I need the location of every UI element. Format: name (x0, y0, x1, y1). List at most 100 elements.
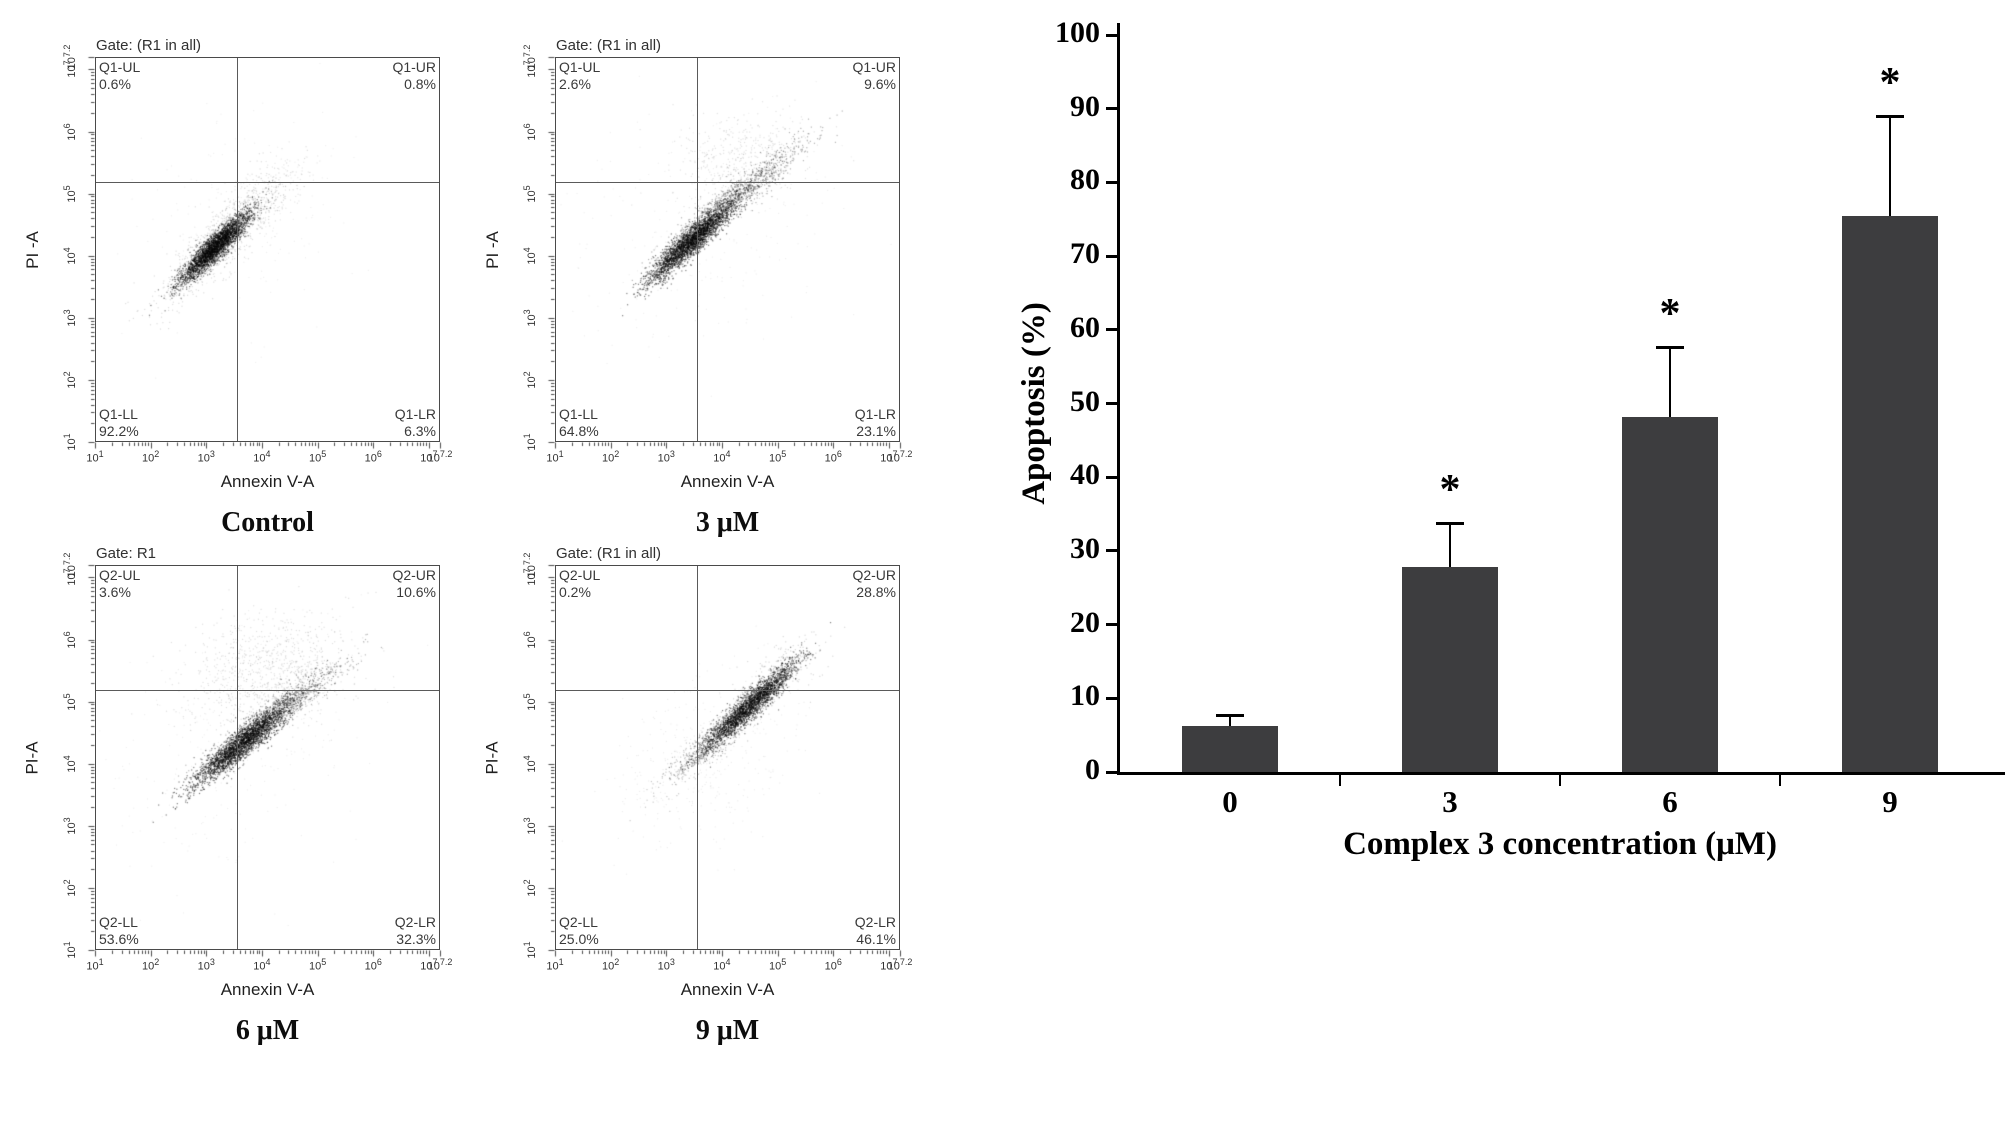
x-axis-tick-label: 107.2 (427, 957, 453, 973)
plot-title: 3 μM (695, 507, 760, 538)
y-axis-label-text: PI-A (23, 740, 42, 775)
y-axis-tick-label: 106 (62, 630, 78, 649)
error-bar-cap (1876, 115, 1904, 119)
quadrant-percentage: 0.6% (99, 76, 131, 92)
quadrant-percentage: 46.1% (856, 931, 896, 947)
y-axis-tick (1106, 328, 1120, 332)
quadrant-label-lr: Q1-LR 23.1% (855, 406, 896, 440)
plot-title: 6 μM (235, 1015, 300, 1046)
scatter-canvas (540, 56, 902, 458)
error-bar-line (1889, 116, 1891, 216)
x-axis-tick-label: 105 (768, 957, 787, 973)
plot-frame: Q1-UL 0.6% Q1-UR 0.8% Q1-LL 92.2% Q1-LR … (95, 57, 440, 442)
y-axis-label-text: PI-A (483, 740, 502, 775)
quadrant-percentage: 9.6% (864, 76, 896, 92)
y-axis-tick-label: 0 (1085, 753, 1100, 786)
x-axis-tick (1779, 775, 1781, 786)
quadrant-name: Q2-UR (852, 567, 896, 583)
gate-label: Gate: (R1 in all) (556, 545, 662, 562)
quadrant-percentage: 0.8% (404, 76, 436, 92)
x-axis-tick-label: 101 (546, 449, 564, 465)
scatter-canvas (80, 564, 442, 966)
x-axis-tick-label: 102 (602, 449, 620, 465)
x-axis-tick-label: 107.2 (427, 449, 453, 465)
quadrant-name: Q1-LR (854, 406, 896, 422)
y-axis-label: PI-A (482, 565, 504, 950)
y-axis-tick-label: 40 (1070, 458, 1100, 492)
y-axis-tick-label: 101 (62, 433, 78, 451)
x-axis-tick-label: 106 (824, 957, 842, 973)
significance-marker: * (1659, 290, 1681, 337)
plot-title: 9 μM (695, 1015, 760, 1046)
quadrant-gate-vertical-line (697, 566, 699, 949)
y-axis-tick-label: 102 (522, 371, 538, 389)
y-axis-tick-label: 103 (522, 309, 538, 327)
x-axis-tick-label: 106 (364, 449, 382, 465)
quadrant-percentage: 25.0% (559, 931, 599, 947)
error-bar-line (1669, 346, 1671, 417)
x-axis-tick-label: 105 (768, 449, 787, 465)
error-bar-line (1229, 714, 1231, 726)
error-bar-cap (1216, 713, 1244, 717)
x-category-label: 3 (1442, 784, 1458, 819)
quadrant-label-ur: Q2-UR 28.8% (852, 567, 896, 601)
x-axis-tick-label: 103 (657, 449, 675, 465)
quadrant-name: Q2-LL (559, 914, 598, 930)
quadrant-label-ll: Q1-LL 64.8% (559, 406, 599, 440)
y-axis-tick-label: 105 (522, 184, 538, 203)
quadrant-label-ur: Q2-UR 10.6% (392, 567, 436, 601)
quadrant-name: Q2-LL (99, 914, 138, 930)
plot-frame: Q2-UL 0.2% Q2-UR 28.8% Q2-LL 25.0% Q2-LR… (555, 565, 900, 950)
y-axis-tick (1106, 623, 1120, 627)
bar-x-axis-label: Complex 3 concentration (μM) (1343, 826, 1777, 862)
x-axis-tick-label: 104 (713, 957, 731, 973)
quadrant-label-ul: Q2-UL 3.6% (99, 567, 140, 601)
y-axis-tick-label: 80 (1070, 163, 1100, 197)
quadrant-percentage: 0.2% (559, 584, 591, 600)
y-axis-tick-label: 105 (62, 692, 78, 711)
y-axis-tick-label: 20 (1070, 605, 1100, 639)
y-axis-tick-label: 107.2 (522, 44, 538, 70)
quadrant-gate-horizontal-line (96, 689, 439, 691)
quadrant-gate-horizontal-line (96, 181, 439, 183)
quadrant-percentage: 92.2% (99, 423, 139, 439)
quadrant-name: Q2-LR (854, 914, 896, 930)
y-axis-tick-label: 107.2 (522, 552, 538, 578)
quadrant-label-ul: Q1-UL 2.6% (559, 59, 600, 93)
y-axis-tick-label: 107.2 (62, 44, 78, 70)
x-axis-tick-label: 107.2 (887, 957, 913, 973)
y-axis-tick-label: 101 (62, 941, 78, 959)
x-category-label: 6 (1662, 784, 1678, 819)
x-axis-tick-label: 102 (602, 957, 620, 973)
quadrant-label-lr: Q1-LR 6.3% (395, 406, 436, 440)
x-axis-tick-label: 101 (86, 449, 104, 465)
x-axis-label: Annexin V-A (220, 472, 315, 491)
flow-plot-control: Gate: (R1 in all) Q1-UL 0.6% Q1-UR 0.8% … (10, 12, 480, 562)
y-axis-tick-label: 70 (1070, 237, 1100, 271)
x-axis-line (1117, 772, 2005, 775)
x-axis-tick-label: 106 (824, 449, 842, 465)
y-axis-tick-label: 101 (522, 433, 538, 451)
x-axis-label: Annexin V-A (680, 980, 775, 999)
x-axis-tick-label: 104 (253, 957, 271, 973)
y-axis-label: PI -A (482, 57, 504, 442)
x-category-label: 0 (1222, 784, 1238, 819)
quadrant-percentage: 53.6% (99, 931, 139, 947)
quadrant-percentage: 28.8% (856, 584, 896, 600)
bar (1842, 215, 1938, 772)
x-axis-tick-label: 107 (420, 449, 438, 465)
x-axis-tick-label: 107 (880, 449, 898, 465)
y-axis-tick-label: 60 (1070, 310, 1100, 344)
quadrant-label-ur: Q1-UR 9.6% (852, 59, 896, 93)
scatter-canvas (80, 56, 442, 458)
y-axis-label: PI -A (22, 57, 44, 442)
y-axis-tick-label: 103 (522, 817, 538, 835)
x-axis-tick-label: 107 (880, 957, 898, 973)
quadrant-label-lr: Q2-LR 32.3% (395, 914, 436, 948)
x-axis-tick-label: 101 (546, 957, 564, 973)
x-axis-tick (1559, 775, 1561, 786)
x-axis-tick-label: 102 (142, 449, 160, 465)
bar (1402, 567, 1498, 772)
quadrant-label-ll: Q2-LL 25.0% (559, 914, 599, 948)
quadrant-name: Q1-LL (99, 406, 138, 422)
